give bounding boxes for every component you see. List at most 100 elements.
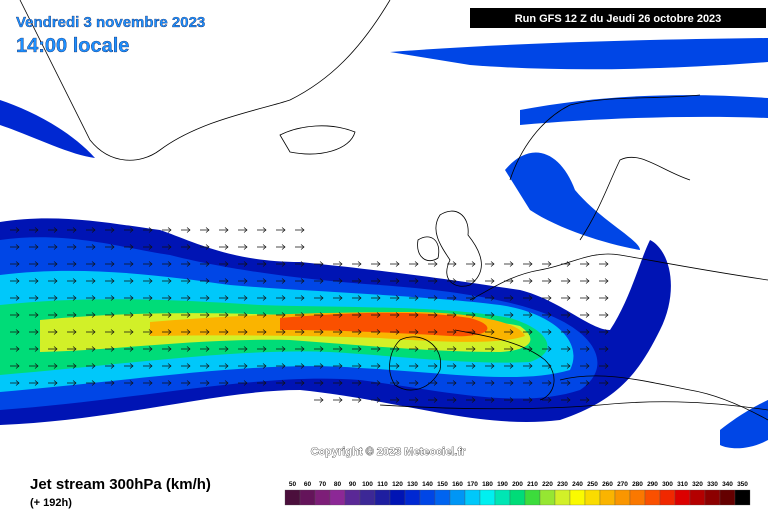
wind-arrow <box>333 397 343 403</box>
wind-arrow <box>124 261 134 267</box>
wind-arrow <box>143 278 153 284</box>
wind-arrow <box>371 346 381 352</box>
wind-arrow <box>162 346 172 352</box>
wind-arrow <box>314 295 324 301</box>
wind-arrow <box>390 278 400 284</box>
wind-arrow <box>599 295 609 301</box>
copyright: Copyright © 2023 Meteociel.fr <box>311 446 467 458</box>
wind-arrow <box>485 295 495 301</box>
wind-arrow <box>143 261 153 267</box>
wind-arrow <box>276 261 286 267</box>
wind-arrow <box>10 227 20 233</box>
wind-arrow <box>333 312 343 318</box>
wind-arrow <box>504 312 514 318</box>
wind-arrow <box>181 380 191 386</box>
wind-arrow <box>10 312 20 318</box>
wind-arrow <box>580 363 590 369</box>
wind-arrow <box>428 380 438 386</box>
wind-arrow <box>143 312 153 318</box>
scale-label: 80 <box>334 481 342 488</box>
scale-swatch <box>719 489 736 506</box>
wind-arrow <box>181 363 191 369</box>
wind-arrow <box>409 363 419 369</box>
wind-arrow <box>504 261 514 267</box>
wind-arrow <box>485 397 495 403</box>
wind-arrow <box>143 363 153 369</box>
wind-arrow <box>257 227 267 233</box>
wind-arrow <box>48 227 58 233</box>
wind-arrow <box>124 363 134 369</box>
wind-arrow <box>200 312 210 318</box>
wind-arrow <box>599 346 609 352</box>
wind-arrow <box>352 397 362 403</box>
wind-arrow <box>466 380 476 386</box>
wind-arrow <box>390 346 400 352</box>
scale-swatch <box>359 489 376 506</box>
scale-label: 190 <box>497 481 508 488</box>
wind-arrow <box>10 380 20 386</box>
wind-arrow <box>162 227 172 233</box>
scale-swatch <box>569 489 586 506</box>
wind-arrow <box>181 244 191 250</box>
wind-arrow <box>10 261 20 267</box>
wind-arrow <box>86 278 96 284</box>
time: 14:00 locale <box>16 35 129 57</box>
wind-arrow <box>561 329 571 335</box>
wind-arrow <box>314 363 324 369</box>
scale-label: 50 <box>289 481 297 488</box>
wind-arrow <box>257 329 267 335</box>
wind-arrow <box>67 346 77 352</box>
wind-arrow <box>238 244 248 250</box>
wind-arrow <box>295 363 305 369</box>
wind-arrow <box>542 329 552 335</box>
wind-arrow <box>200 295 210 301</box>
wind-arrow <box>466 329 476 335</box>
wind-arrow <box>523 380 533 386</box>
wind-arrow <box>124 346 134 352</box>
scale-label: 140 <box>422 481 433 488</box>
wind-arrow <box>124 244 134 250</box>
wind-arrow <box>371 312 381 318</box>
wind-arrow <box>428 312 438 318</box>
wind-arrow <box>504 380 514 386</box>
scale-swatch <box>434 489 451 506</box>
coastlines <box>19 0 768 421</box>
wind-arrow <box>599 312 609 318</box>
wind-arrow <box>67 329 77 335</box>
wind-arrow <box>219 244 229 250</box>
scale-label: 160 <box>452 481 463 488</box>
wind-arrow <box>466 346 476 352</box>
scale-label: 230 <box>557 481 568 488</box>
wind-arrow <box>105 295 115 301</box>
wind-arrow <box>561 363 571 369</box>
scale-label: 220 <box>542 481 553 488</box>
wind-arrow <box>295 278 305 284</box>
wind-arrow <box>162 380 172 386</box>
scale-swatch <box>704 489 721 506</box>
scale-label: 110 <box>377 481 388 488</box>
scale-label: 130 <box>407 481 418 488</box>
wind-arrow <box>542 363 552 369</box>
wind-arrow <box>276 278 286 284</box>
wind-arrow <box>29 380 39 386</box>
scale-label: 210 <box>527 481 538 488</box>
wind-arrow <box>390 312 400 318</box>
wind-arrow <box>333 380 343 386</box>
wind-arrow <box>219 329 229 335</box>
scale-swatch <box>644 489 661 506</box>
wind-arrow <box>143 346 153 352</box>
scale-label: 320 <box>692 481 703 488</box>
wind-arrow <box>333 363 343 369</box>
wind-arrow <box>333 329 343 335</box>
wind-arrow <box>200 244 210 250</box>
wind-arrow <box>352 312 362 318</box>
wind-arrow <box>143 244 153 250</box>
wind-arrow <box>48 380 58 386</box>
wind-arrow <box>580 397 590 403</box>
wind-arrow <box>428 278 438 284</box>
wind-arrow <box>523 278 533 284</box>
wind-arrow <box>523 295 533 301</box>
scale-swatch <box>494 489 511 506</box>
scale-label: 170 <box>467 481 478 488</box>
wind-arrow <box>352 295 362 301</box>
